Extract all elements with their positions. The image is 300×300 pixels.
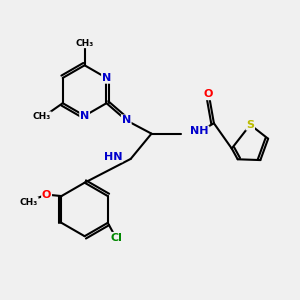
Text: O: O <box>203 89 213 99</box>
Text: N: N <box>80 111 89 121</box>
Text: N: N <box>102 73 111 83</box>
Text: NH: NH <box>190 126 208 136</box>
Text: N: N <box>122 115 131 125</box>
Text: Cl: Cl <box>111 233 123 243</box>
Text: CH₃: CH₃ <box>33 112 51 121</box>
Text: O: O <box>42 190 51 200</box>
Text: HN: HN <box>104 152 122 161</box>
Text: CH₃: CH₃ <box>76 38 94 47</box>
Text: CH₃: CH₃ <box>20 197 38 206</box>
Text: S: S <box>246 120 254 130</box>
